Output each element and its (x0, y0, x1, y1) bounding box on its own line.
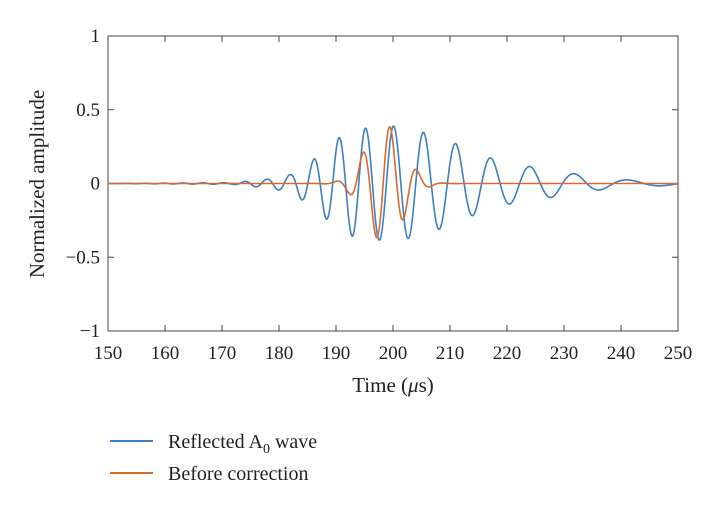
legend-label-reflected: Reflected A0 wave (168, 431, 317, 457)
y-axis-title: Normalized amplitude (25, 90, 49, 278)
x-tick-label: 190 (322, 343, 351, 364)
y-tick-label: 0.5 (76, 100, 100, 121)
x-tick-label: 150 (94, 343, 123, 364)
x-tick-label: 180 (265, 343, 294, 364)
x-tick-label: 160 (151, 343, 180, 364)
y-tick-label: 1 (91, 26, 101, 47)
x-tick-label: 240 (607, 343, 636, 364)
legend: Reflected A0 wave Before correction (110, 431, 317, 485)
plot-area (107, 35, 679, 332)
series-lines (107, 125, 679, 241)
tick-labels: 150 160 170 180 190 200 210 220 230 240 250 1 0.5 0 −0… (66, 26, 693, 364)
y-tick-label: −1 (80, 321, 100, 342)
x-tick-label: 210 (436, 343, 465, 364)
y-tick-label: 0 (91, 174, 101, 195)
x-tick-label: 200 (379, 343, 408, 364)
y-tick-label: −0.5 (66, 247, 100, 268)
series-line-before-correction (107, 126, 679, 239)
x-tick-label: 230 (550, 343, 579, 364)
x-tick-label: 220 (493, 343, 522, 364)
legend-label-before-correction: Before correction (168, 463, 308, 485)
x-tick-label: 250 (664, 343, 693, 364)
x-axis-title: Time (μs) (352, 373, 434, 397)
x-tick-label: 170 (208, 343, 237, 364)
